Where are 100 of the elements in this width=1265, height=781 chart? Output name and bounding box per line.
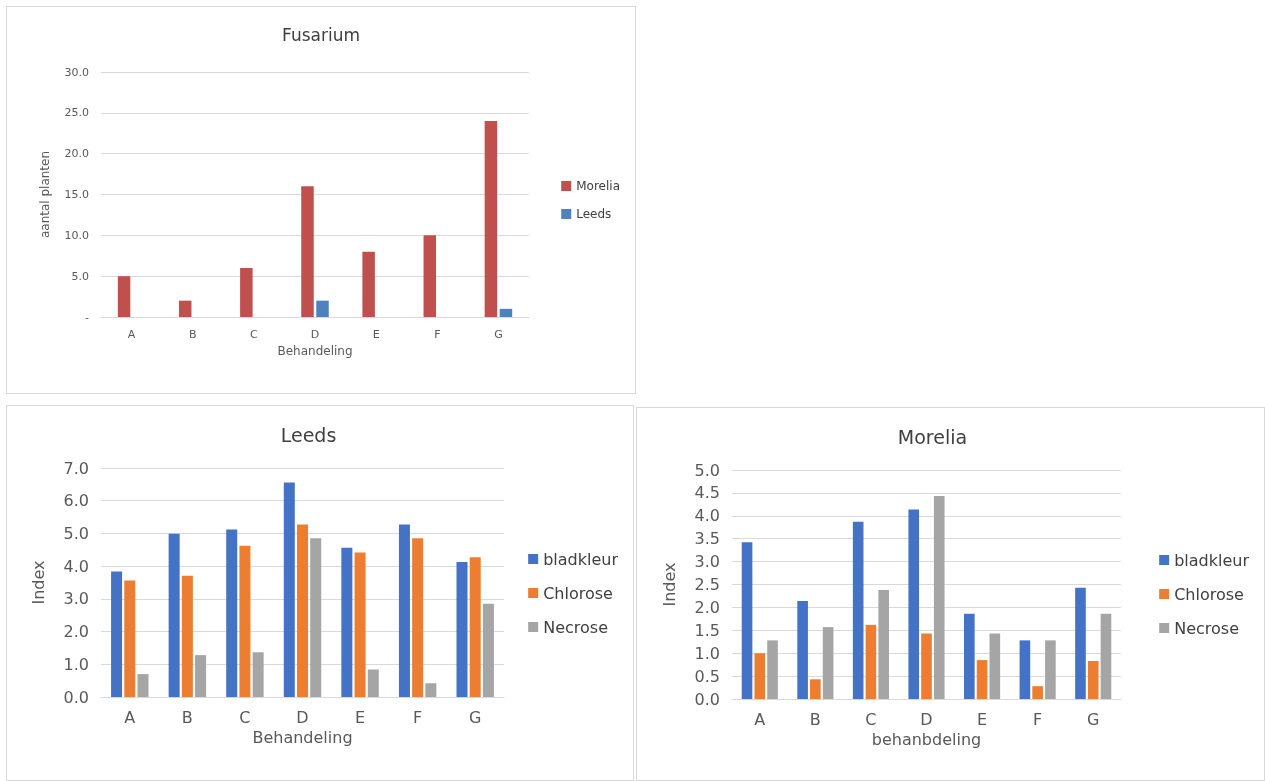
bar (283, 482, 295, 697)
y-tick-label: 7.0 (63, 458, 89, 478)
x-tick-label: C (865, 709, 877, 729)
x-tick-label: E (372, 328, 380, 341)
y-tick-label: 6.0 (63, 491, 89, 511)
y-tick-label: 30.0 (64, 65, 89, 79)
y-tick-label: 10.0 (64, 228, 89, 242)
bar (301, 186, 314, 317)
x-tick-label: F (1033, 709, 1043, 729)
bar (1100, 613, 1112, 699)
bar (297, 524, 308, 697)
bar (1032, 686, 1043, 699)
x-tick-label: B (188, 328, 197, 341)
y-tick-label: 2.0 (63, 622, 89, 642)
bar (423, 235, 437, 317)
x-axis-title: Behandeling (277, 343, 353, 358)
y-tick-label: 4.0 (63, 556, 89, 576)
y-tick-label: 1.5 (694, 620, 720, 640)
x-tick-label: E (355, 707, 366, 727)
bar (865, 624, 877, 699)
bar (398, 524, 410, 697)
bar (908, 509, 920, 699)
y-tick-label: 25.0 (64, 106, 89, 120)
bar (469, 557, 481, 697)
bar (741, 542, 753, 699)
bar (822, 627, 834, 699)
x-tick-label: A (124, 707, 136, 727)
bar (964, 613, 975, 699)
x-tick-label: F (434, 328, 441, 341)
x-tick-label: B (181, 707, 193, 727)
bar (484, 121, 498, 317)
bar (341, 547, 353, 697)
y-tick-label: 2.0 (694, 597, 720, 617)
y-axis-title: Index (659, 562, 679, 607)
y-tick-label: 0.5 (694, 666, 720, 686)
chart-title: Leeds (280, 423, 337, 446)
bar (195, 655, 207, 697)
bar (117, 276, 131, 317)
y-axis-title: Index (28, 560, 48, 605)
y-axis-title: aantal planten (38, 150, 52, 239)
bar (310, 538, 322, 697)
bar (354, 552, 366, 697)
bar (240, 268, 253, 317)
x-axis-title: Behandeling (252, 728, 353, 748)
legend-label: Chlorose (1174, 584, 1244, 604)
x-tick-label: D (310, 328, 320, 341)
y-tick-label: 5.0 (63, 523, 89, 543)
y-tick-label: 4.0 (694, 506, 720, 526)
bar (181, 575, 193, 697)
bar (425, 683, 437, 697)
x-tick-label: G (494, 328, 503, 341)
bar (362, 251, 375, 317)
x-tick-label: G (1087, 709, 1100, 729)
bar (797, 600, 808, 699)
bar (367, 669, 379, 697)
bar (976, 660, 988, 699)
bar (226, 529, 238, 697)
legend-label: Morelia (576, 179, 621, 193)
legend-label: Necrose (1174, 618, 1239, 638)
y-tick-label: 15.0 (64, 188, 89, 201)
bar (989, 633, 1001, 699)
bar (111, 571, 123, 697)
x-tick-label: A (127, 328, 136, 341)
bar (878, 590, 889, 699)
y-tick-label: 5.0 (71, 269, 89, 283)
legend-label: bladkleur (1174, 550, 1250, 570)
bar (482, 603, 494, 697)
y-tick-label: 2.5 (694, 575, 720, 594)
bar (810, 679, 821, 699)
bar (456, 561, 468, 697)
bar (921, 633, 932, 699)
y-tick-label: 4.5 (694, 483, 720, 503)
x-tick-label: G (469, 707, 482, 727)
x-tick-label: B (809, 709, 821, 729)
bar (1045, 640, 1056, 699)
x-tick-label: A (754, 709, 766, 729)
x-axis-title: behanbdeling (871, 730, 982, 750)
y-tick-label: 1.0 (63, 654, 89, 674)
legend-label: Leeds (576, 207, 612, 221)
bar (137, 674, 149, 697)
x-tick-label: C (239, 707, 251, 727)
legend-label: Necrose (543, 617, 608, 637)
y-tick-label: 5.0 (694, 460, 720, 480)
bar (168, 533, 180, 697)
chart-title: Fusarium (282, 24, 360, 45)
y-tick-label: 0.0 (694, 689, 720, 709)
y-tick-label: 3.5 (694, 529, 720, 549)
y-tick-label: 0.0 (63, 687, 89, 707)
bar (499, 308, 513, 317)
y-tick-label: 20.0 (64, 147, 89, 161)
bar (1019, 640, 1031, 699)
legend-label: Chlorose (543, 583, 613, 603)
bar (1087, 660, 1099, 699)
y-tick-label: - (85, 310, 90, 324)
y-tick-label: 3.0 (63, 589, 89, 609)
bar (1075, 587, 1086, 699)
bar (767, 640, 778, 699)
y-tick-label: 3.0 (694, 552, 720, 572)
x-tick-label: C (250, 328, 259, 341)
chart-title: Morelia (897, 425, 968, 448)
